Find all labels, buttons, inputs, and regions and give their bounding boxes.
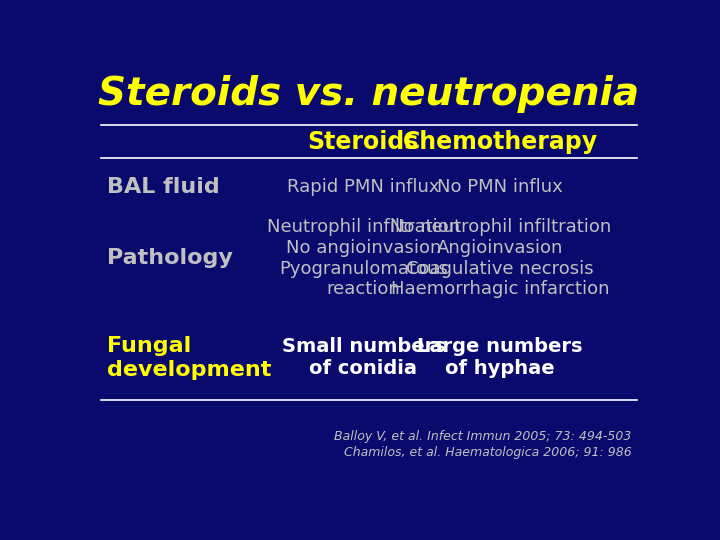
Text: Small numbers
of conidia: Small numbers of conidia bbox=[282, 338, 445, 379]
Text: Steroids vs. neutropenia: Steroids vs. neutropenia bbox=[99, 75, 639, 113]
Text: Neutrophil infiltration
No angioinvasion
Pyogranulomatous
reaction: Neutrophil infiltration No angioinvasion… bbox=[267, 218, 460, 298]
Text: No PMN influx: No PMN influx bbox=[437, 178, 563, 197]
Text: BAL fluid: BAL fluid bbox=[107, 178, 220, 198]
Text: Balloy V, et al. Infect Immun 2005; 73: 494-503: Balloy V, et al. Infect Immun 2005; 73: … bbox=[334, 430, 631, 443]
Text: Large numbers
of hyphae: Large numbers of hyphae bbox=[418, 338, 583, 379]
Text: Steroids: Steroids bbox=[307, 130, 419, 154]
Text: Chamilos, et al. Haematologica 2006; 91: 986: Chamilos, et al. Haematologica 2006; 91:… bbox=[343, 446, 631, 459]
Text: Rapid PMN influx: Rapid PMN influx bbox=[287, 178, 440, 197]
Text: No neutrophil infiltration
Angioinvasion
Coagulative necrosis
Haemorrhagic infar: No neutrophil infiltration Angioinvasion… bbox=[390, 218, 611, 298]
Text: Pathology: Pathology bbox=[107, 248, 233, 268]
Text: Fungal
development: Fungal development bbox=[107, 336, 271, 380]
Text: Chemotherapy: Chemotherapy bbox=[402, 130, 598, 154]
